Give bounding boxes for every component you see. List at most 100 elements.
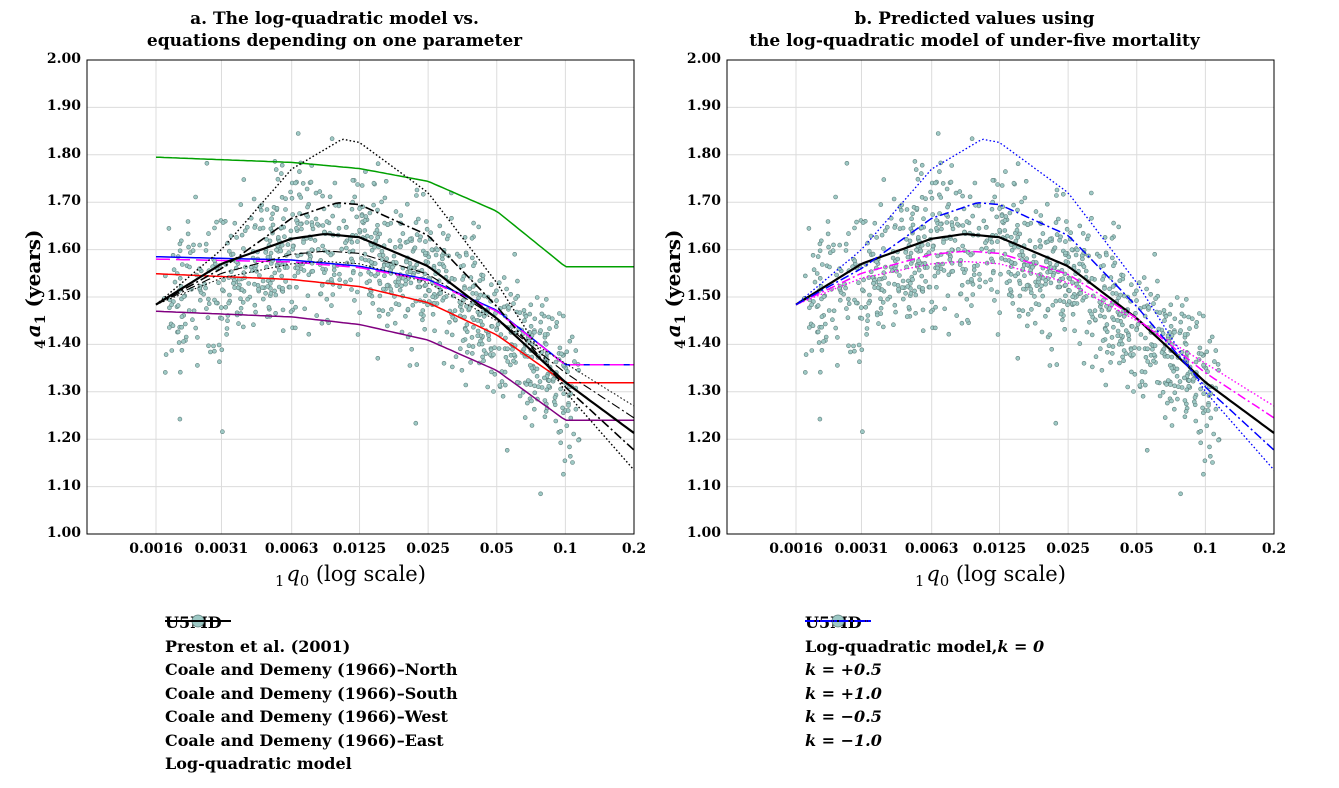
- scatter-point: [977, 271, 982, 277]
- scatter-point: [846, 296, 851, 302]
- legend-item: k = +1.0: [805, 620, 1044, 706]
- scatter-point: [1145, 346, 1150, 352]
- scatter-point: [319, 282, 325, 288]
- scatter-point: [573, 406, 579, 412]
- scatter-point: [464, 322, 470, 327]
- scatter-point: [355, 182, 360, 187]
- scatter-point: [1205, 369, 1210, 374]
- scatter-point: [803, 352, 809, 357]
- scatter-point: [330, 213, 336, 219]
- scatter-point: [811, 267, 817, 273]
- scatter-point: [941, 240, 946, 245]
- scatter-point: [176, 340, 182, 345]
- scatter-point: [1115, 318, 1120, 323]
- scatter-point: [983, 245, 989, 251]
- y-tick-label: 1.10: [686, 477, 721, 494]
- scatter-point: [1121, 358, 1126, 364]
- scatter-point: [197, 242, 202, 248]
- scatter-point: [368, 271, 374, 277]
- scatter-point: [810, 253, 816, 258]
- scatter-point: [1081, 295, 1087, 301]
- scatter-point: [320, 193, 325, 199]
- scatter-point: [441, 360, 447, 366]
- scatter-point: [227, 248, 232, 254]
- y-tick-label: 1.90: [686, 98, 721, 115]
- y-tick-label: 1.10: [46, 477, 81, 494]
- scatter-point: [1078, 290, 1083, 296]
- scatter-point: [292, 273, 298, 279]
- scatter-point: [900, 278, 906, 284]
- scatter-point: [407, 269, 413, 275]
- scatter-point: [1083, 268, 1089, 274]
- scatter-point: [910, 211, 915, 217]
- scatter-point: [935, 270, 941, 275]
- legend: U5MDPreston et al. (2001)Coale and Demen…: [165, 611, 458, 776]
- scatter-point: [397, 238, 403, 243]
- scatter-point: [238, 296, 243, 302]
- scatter-point: [367, 210, 373, 216]
- scatter-point: [1151, 301, 1156, 306]
- scatter-point: [1029, 307, 1034, 312]
- scatter-point: [846, 343, 851, 349]
- plot-frame: [726, 59, 1275, 535]
- scatter-point: [1040, 293, 1046, 299]
- scatter-point: [990, 270, 996, 276]
- scatter-point: [859, 347, 865, 353]
- scatter-point: [278, 171, 284, 176]
- legend-item: Log-quadratic model, k = 0: [805, 620, 1044, 659]
- scatter-point: [343, 279, 348, 285]
- scatter-point: [989, 239, 995, 245]
- y-tick-label: 1.00: [686, 525, 721, 541]
- scatter-point: [817, 241, 823, 247]
- scatter-point: [1133, 310, 1138, 316]
- scatter-point: [970, 292, 976, 297]
- y-tick-label: 1.40: [46, 335, 81, 352]
- scatter-point: [983, 240, 988, 246]
- scatter-point: [1204, 349, 1210, 355]
- scatter-point: [1176, 384, 1181, 390]
- scatter-point: [1115, 328, 1121, 334]
- x-tick-label: 0.1: [1193, 541, 1218, 557]
- scatter-point: [1189, 316, 1195, 322]
- scatter-point: [377, 253, 382, 258]
- scatter-point: [528, 323, 534, 329]
- scatter-point: [919, 162, 925, 168]
- scatter-point: [414, 362, 420, 367]
- scatter-point: [1089, 311, 1094, 317]
- scatter-point: [354, 289, 360, 295]
- scatter-point: [536, 384, 541, 390]
- scatter-point: [1120, 322, 1125, 328]
- scatter-point: [1092, 317, 1098, 323]
- scatter-point: [880, 300, 886, 305]
- scatter-point: [505, 346, 510, 352]
- scatter-point: [295, 270, 301, 275]
- scatter-point: [359, 256, 364, 261]
- scatter-point: [1119, 341, 1125, 347]
- scatter-point: [290, 243, 296, 249]
- scatter-point: [1089, 364, 1095, 370]
- scatter-point: [384, 323, 390, 329]
- scatter-point: [939, 226, 944, 232]
- scatter-point: [1014, 227, 1020, 233]
- scatter-point: [1208, 415, 1214, 421]
- scatter-point: [220, 429, 225, 435]
- scatter-point: [851, 343, 856, 349]
- scatter-point: [1167, 311, 1173, 317]
- scatter-point: [1093, 354, 1099, 360]
- scatter-point: [837, 242, 842, 248]
- scatter-point: [309, 223, 315, 228]
- scatter-point: [355, 239, 360, 244]
- scatter-point: [1067, 288, 1072, 293]
- scatter-point: [185, 231, 191, 237]
- scatter-point: [946, 331, 952, 337]
- scatter-point: [469, 351, 475, 356]
- scatter-point: [508, 362, 513, 368]
- scatter-point: [290, 212, 296, 217]
- scatter-point: [280, 307, 286, 313]
- scatter-point: [930, 243, 936, 249]
- scatter-point: [413, 220, 419, 225]
- scatter-point: [1129, 324, 1135, 329]
- scatter-point: [1107, 286, 1112, 292]
- scatter-point: [495, 322, 501, 327]
- scatter-point: [882, 228, 888, 234]
